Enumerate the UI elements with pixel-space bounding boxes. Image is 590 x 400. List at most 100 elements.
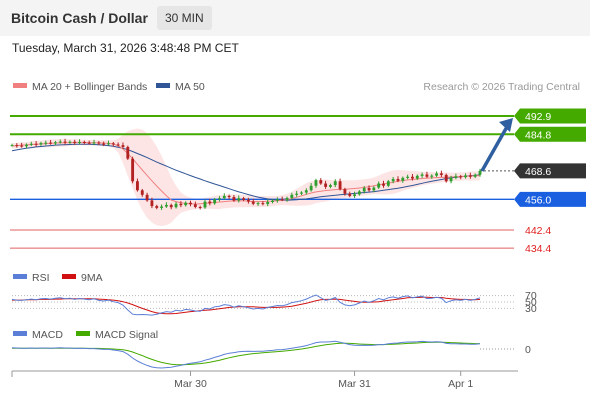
- candle: [348, 193, 352, 196]
- candle: [329, 185, 332, 187]
- candle: [425, 174, 429, 177]
- candle: [362, 188, 366, 192]
- candle: [464, 175, 467, 178]
- macd-line: [11, 340, 481, 369]
- candle: [131, 158, 135, 182]
- candle: [213, 199, 217, 204]
- level-label-1: 484.8: [525, 129, 551, 141]
- candle: [145, 194, 149, 201]
- candle: [174, 203, 178, 208]
- candle: [155, 206, 159, 208]
- candle: [266, 202, 270, 205]
- candle: [136, 181, 139, 191]
- candle: [237, 198, 241, 201]
- bollinger-band: [12, 128, 480, 226]
- candle: [140, 190, 144, 195]
- candle: [382, 183, 385, 186]
- level-tag-2: [514, 163, 586, 179]
- candle: [49, 142, 53, 144]
- rsi-line: [11, 294, 481, 316]
- candle: [478, 170, 482, 175]
- candle: [459, 176, 463, 178]
- candle: [20, 145, 24, 147]
- candle: [372, 187, 376, 191]
- forecast-arrow: [480, 124, 510, 172]
- candle: [300, 192, 303, 194]
- ma50-line: [11, 143, 481, 201]
- rsi-ma-line: [12, 296, 481, 315]
- candle: [203, 201, 207, 208]
- candle: [198, 206, 202, 208]
- candle: [406, 176, 410, 178]
- candle: [314, 180, 318, 186]
- legend-label-macd-signal: MACD Signal: [95, 329, 158, 341]
- candle: [415, 175, 419, 179]
- candle: [473, 174, 477, 177]
- x-axis: Mar 30 Mar 31 Apr 1: [11, 370, 518, 390]
- candle: [430, 175, 434, 177]
- candle: [246, 199, 250, 202]
- candle: [53, 142, 57, 144]
- level-label-4: 442.4: [525, 225, 551, 237]
- candle: [25, 144, 28, 147]
- candle: [454, 176, 458, 178]
- page-title: Bitcoin Cash / Dollar: [11, 10, 148, 26]
- candle: [184, 202, 188, 206]
- candle: [189, 202, 192, 205]
- legend-swatch-macd: [13, 331, 27, 336]
- candle: [242, 198, 246, 200]
- candle: [179, 203, 183, 206]
- x-tick-label-0: Mar 30: [174, 378, 207, 390]
- candle: [73, 141, 77, 143]
- candle: [218, 198, 221, 200]
- candle: [121, 145, 125, 147]
- level-tag-1: [514, 126, 586, 142]
- candle: [39, 143, 43, 145]
- candle: [343, 189, 347, 194]
- legend-swatch-macd-signal: [76, 331, 90, 336]
- candle: [97, 142, 101, 144]
- candle: [164, 204, 168, 207]
- candle: [367, 188, 371, 191]
- candle: [34, 143, 38, 145]
- candle: [309, 185, 313, 191]
- candle: [193, 204, 197, 207]
- candle: [396, 179, 400, 181]
- rsi-tick-70: 70: [525, 290, 537, 302]
- legend-label-macd: MACD: [32, 329, 63, 341]
- candle: [256, 203, 260, 205]
- candle: [333, 181, 337, 186]
- watermark: Research © 2026 Trading Central: [423, 81, 580, 93]
- candle: [324, 183, 328, 187]
- candle: [468, 175, 472, 177]
- candle: [353, 194, 356, 196]
- level-label-5: 434.4: [525, 243, 551, 255]
- legend-swatch-rsi-ma: [62, 274, 76, 279]
- legend-swatch-ma20: [13, 83, 27, 88]
- candle: [295, 193, 299, 195]
- rsi-tick-50: 50: [525, 297, 537, 309]
- candle: [280, 199, 284, 201]
- macd-signal-line: [12, 341, 480, 366]
- candle: [160, 206, 163, 208]
- rsi-tick-30: 30: [525, 303, 537, 315]
- candle: [449, 177, 453, 182]
- candle: [63, 141, 67, 143]
- candle: [102, 143, 106, 145]
- level-label-3: 456.0: [525, 194, 551, 206]
- candle: [82, 141, 86, 143]
- candle: [68, 141, 72, 143]
- price-panel: MA 20 + Bollinger Bands MA 50 Research © 2…: [10, 81, 586, 255]
- candle: [435, 173, 439, 176]
- candle: [107, 143, 110, 145]
- timeframe-button[interactable]: 30 MIN: [157, 6, 212, 30]
- candle: [232, 197, 236, 201]
- level-tag-0: [514, 108, 586, 124]
- candle: [29, 143, 33, 145]
- top-bar: [0, 0, 590, 36]
- candle: [411, 176, 414, 179]
- candle: [222, 195, 226, 199]
- forecast-arrow-head: [499, 118, 513, 133]
